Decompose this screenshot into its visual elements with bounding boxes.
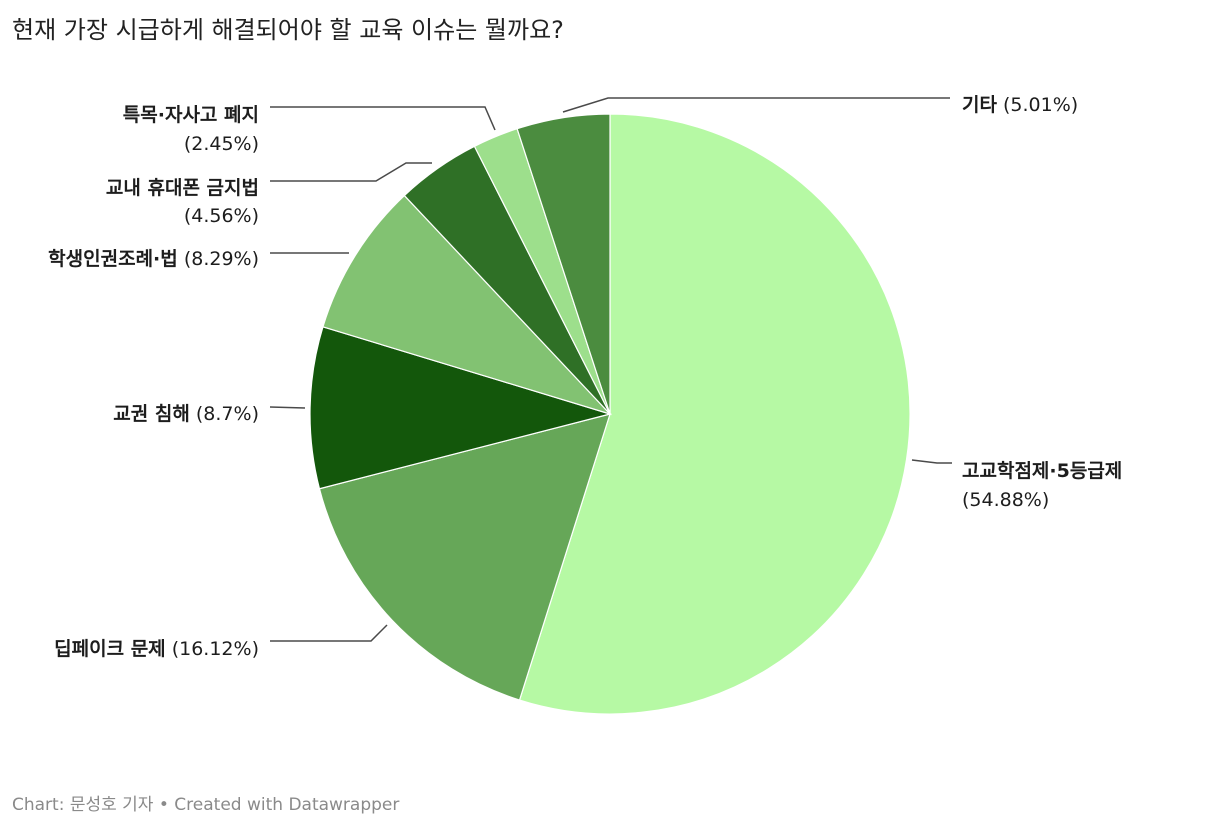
slice-label-value: (54.88%) — [962, 489, 1049, 511]
slice-label-1: 딥페이크 문제 (16.12%) — [54, 638, 259, 660]
slice-label-text: 딥페이크 문제 (16.12%) — [54, 638, 259, 660]
chart-title: 현재 가장 시급하게 해결되어야 할 교육 이슈는 뭘까요? — [12, 16, 564, 44]
leader-lines — [269, 97, 952, 642]
leader-line-5 — [270, 106, 496, 131]
slice-label-2: 교권 침해 (8.7%) — [113, 403, 259, 425]
slice-label-text: 교권 침해 (8.7%) — [113, 403, 259, 425]
slice-label-0: 고교학점제·5등급제 (54.88%) — [962, 460, 1122, 511]
leader-line-6 — [562, 97, 950, 113]
slice-label-name: 특목·자사고 폐지 — [123, 104, 259, 126]
pie-slices — [309, 113, 911, 715]
chart-footer: Chart: 문성호 기자 • Created with Datawrapper — [12, 795, 400, 815]
slice-label-6: 기타 (5.01%) — [962, 94, 1078, 116]
pie-slice-0 — [518, 113, 911, 715]
leader-line-1 — [270, 624, 388, 642]
pie-slice-2 — [309, 326, 613, 490]
slice-label-3: 학생인권조례·법 (8.29%) — [48, 248, 259, 270]
slice-label-4: 교내 휴대폰 금지법 (4.56%) — [106, 177, 259, 227]
pie-slice-6 — [516, 113, 611, 415]
pie-slice-1 — [318, 413, 611, 701]
leader-line-4 — [270, 162, 432, 182]
slice-label-value: (4.56%) — [184, 205, 259, 227]
leader-line-0 — [911, 459, 952, 464]
slice-label-5: 특목·자사고 폐지 (2.45%) — [123, 104, 259, 155]
slice-label-value: (2.45%) — [184, 133, 259, 155]
pie-slice-3 — [322, 194, 612, 416]
leader-line-2 — [269, 406, 306, 409]
slice-label-text: 학생인권조례·법 (8.29%) — [48, 248, 259, 270]
slice-label-name: 교내 휴대폰 금지법 — [106, 177, 259, 199]
slice-label-text: 기타 (5.01%) — [962, 94, 1078, 116]
slice-label-name: 고교학점제·5등급제 — [962, 460, 1122, 482]
